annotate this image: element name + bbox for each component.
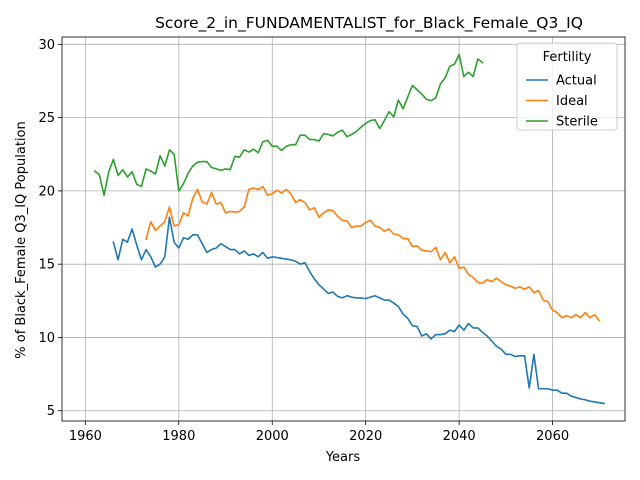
x-tick-label: 2040 [443,429,476,444]
plot-frame [61,36,626,422]
legend-label-actual: Actual [556,74,597,89]
x-tick-label: 1960 [69,429,102,444]
y-tick-label: 10 [38,331,55,346]
y-axis-label: % of Black_Female Q3_IQ Population [14,121,29,358]
y-tick-label: 20 [38,184,55,199]
x-axis-label: Years [325,450,361,465]
legend-title: Fertility [543,50,592,65]
legend: Fertility Actual Ideal Sterile [516,42,618,131]
y-tick-label: 25 [38,111,55,126]
y-tick-label: 5 [47,404,55,419]
legend-label-sterile: Sterile [556,115,598,130]
series-line-actual [112,216,605,405]
legend-box [516,42,618,131]
legend-label-ideal: Ideal [556,94,588,109]
x-axis: 1960 1980 2000 2020 2040 2060 [69,421,569,444]
series-line-ideal [145,185,601,322]
x-tick-label: 2020 [349,429,382,444]
y-tick-label: 30 [38,38,55,53]
x-tick-label: 2000 [256,429,289,444]
y-tick-label: 15 [38,258,55,273]
x-tick-label: 1980 [162,429,195,444]
x-tick-label: 2060 [536,429,569,444]
series-layer [93,53,605,405]
series-line-sterile [93,53,484,197]
chart-title: Score_2_in_FUNDAMENTALIST_for_Black_Fema… [155,14,583,33]
y-axis: 5 10 15 20 25 30 [38,38,62,419]
